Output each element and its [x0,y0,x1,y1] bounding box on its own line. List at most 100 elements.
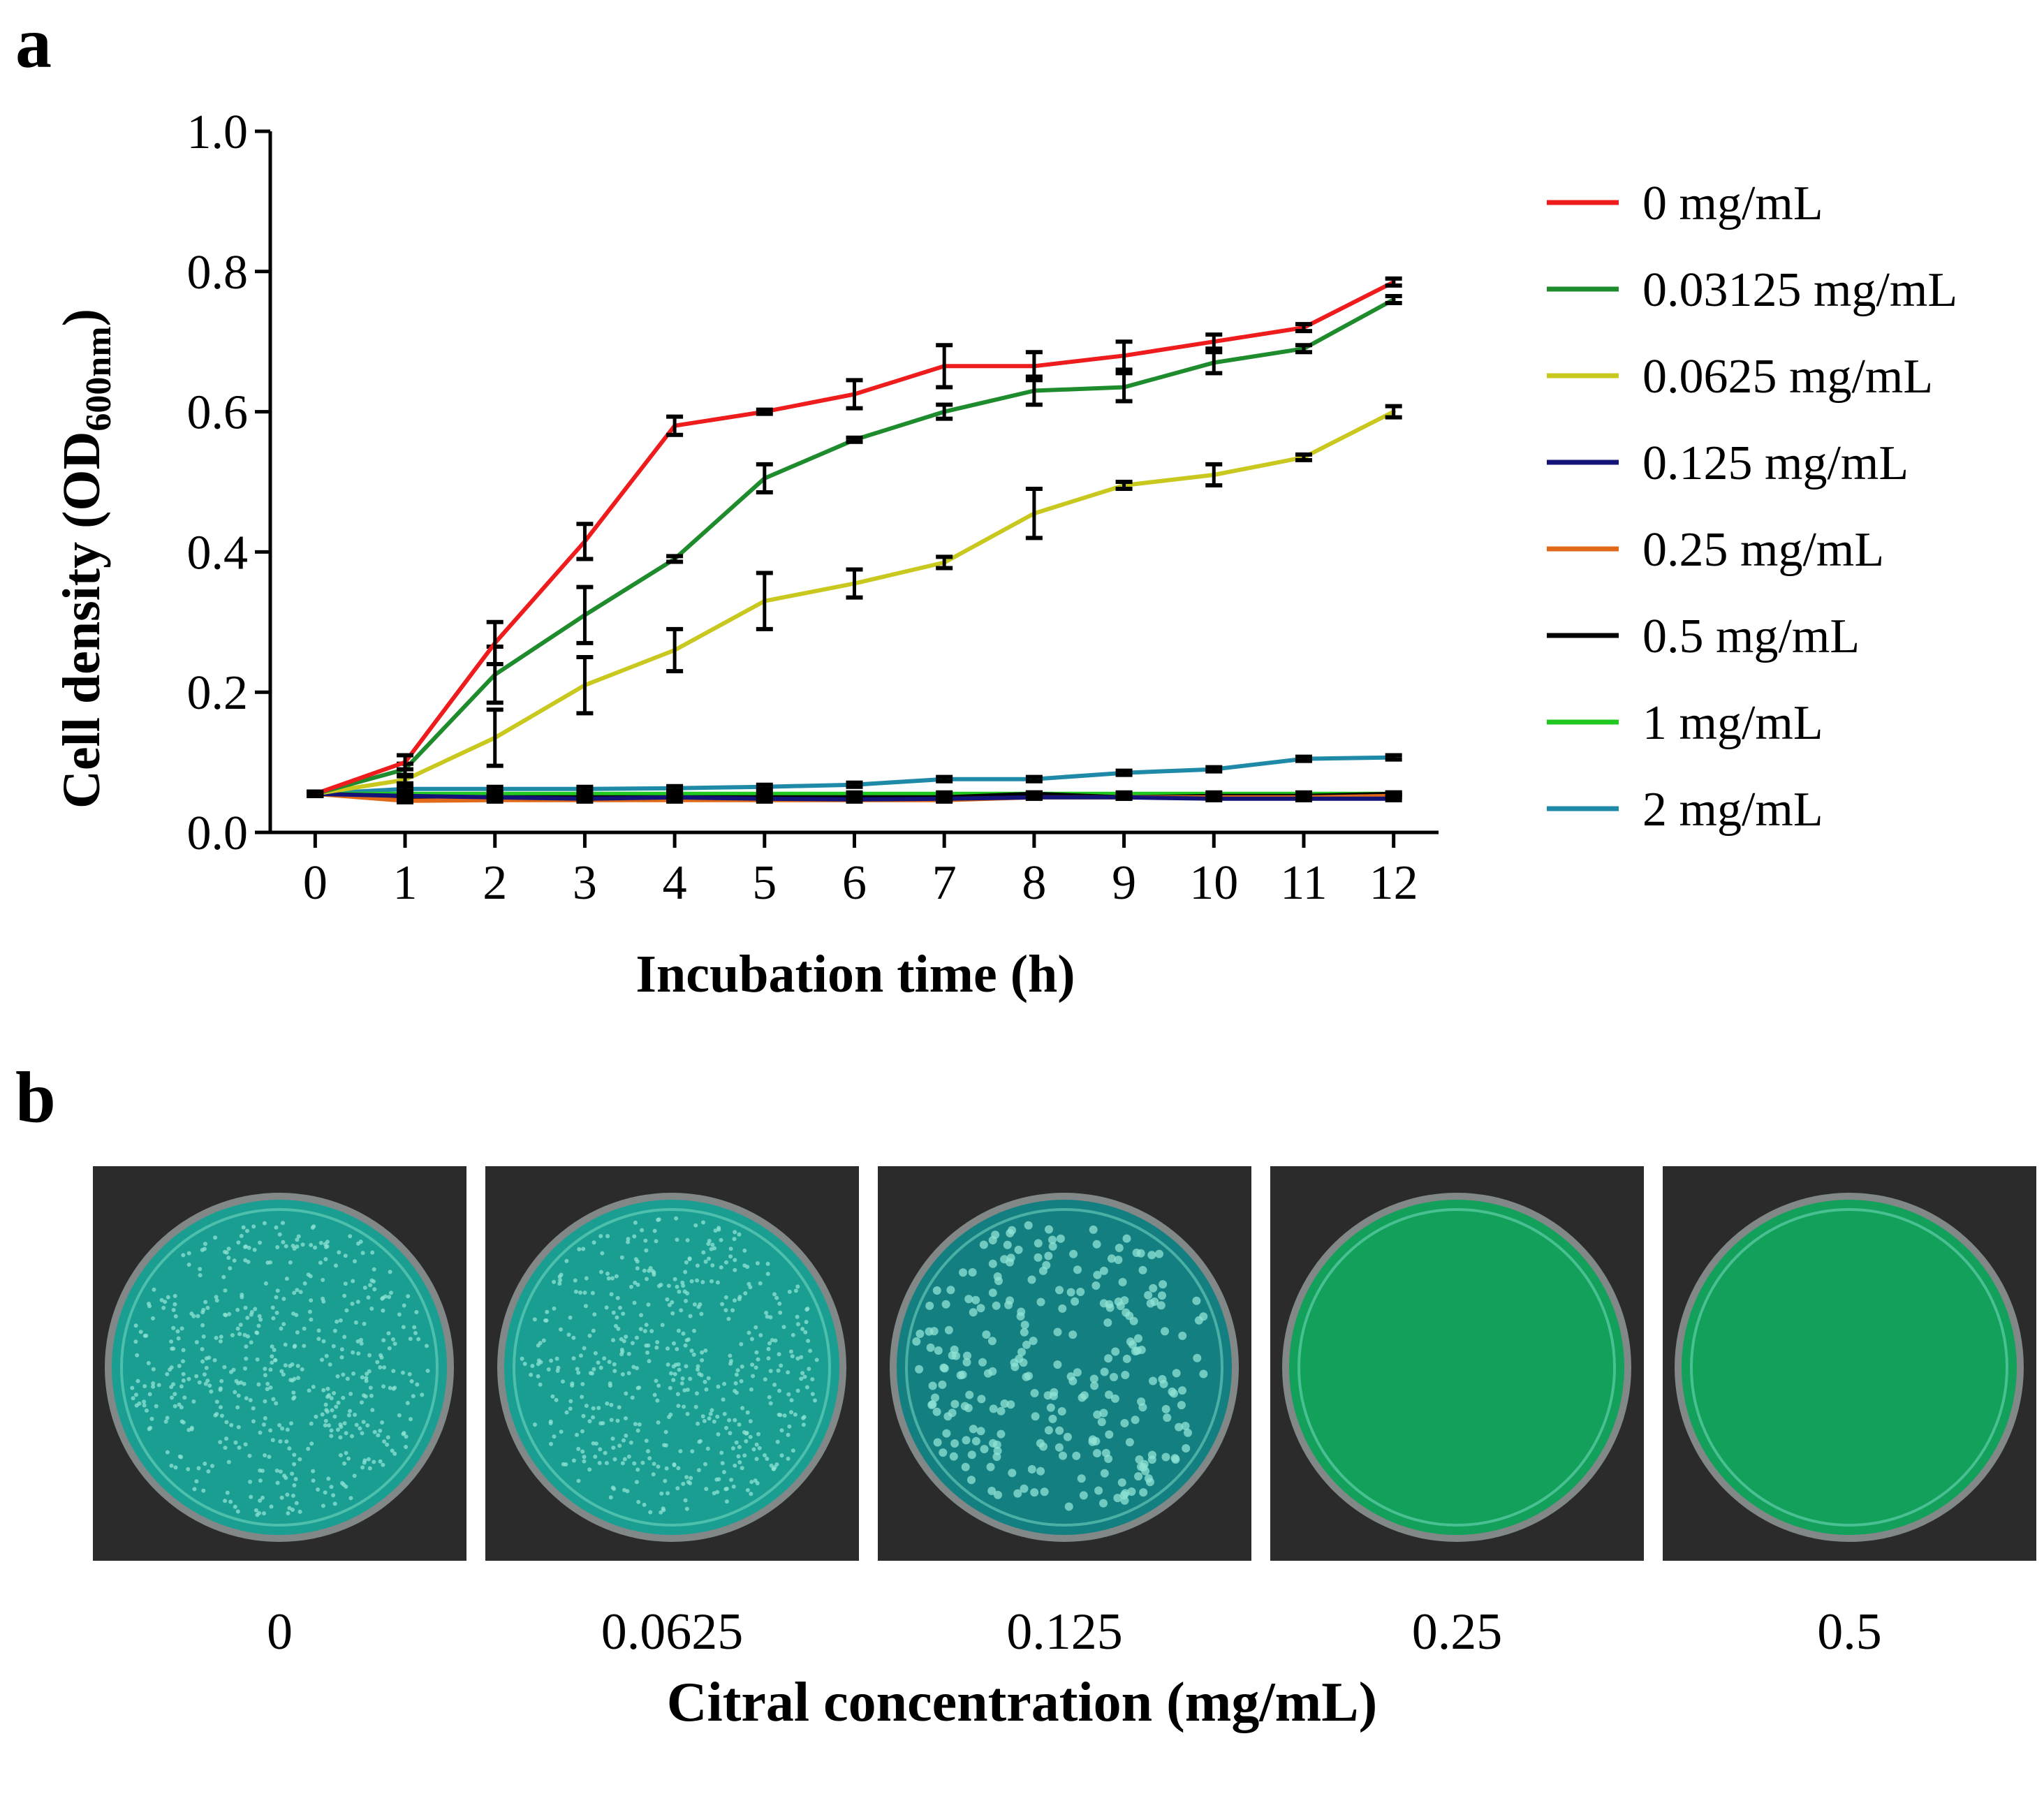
colony [676,1362,681,1367]
colony [368,1385,373,1390]
colony [795,1356,800,1361]
colony [207,1355,212,1360]
colony [591,1240,596,1245]
colony [338,1435,343,1440]
colony [262,1511,266,1516]
colony [578,1353,583,1358]
colony [707,1416,712,1421]
colony [285,1492,290,1497]
colony [668,1412,673,1417]
colony [724,1260,728,1265]
colony [200,1323,205,1328]
x-tick-label: 2 [483,856,507,910]
colony [689,1279,694,1284]
colony [672,1372,677,1376]
colony [768,1315,773,1320]
x-tick-label: 8 [1022,856,1046,910]
colony [710,1242,715,1247]
colony [1072,1451,1081,1460]
colony [720,1302,725,1307]
colony [265,1381,270,1386]
colony [988,1259,997,1268]
colony [716,1384,721,1389]
colony [707,1256,711,1261]
colony [698,1439,703,1443]
colony [712,1491,716,1496]
colony [372,1460,376,1464]
colony [646,1343,651,1348]
colony [309,1298,314,1303]
colony [766,1356,771,1361]
colony [163,1300,168,1304]
colony [557,1274,562,1279]
colony [721,1397,726,1402]
colony [1177,1401,1186,1410]
colony [758,1281,763,1286]
colony [324,1244,328,1249]
colony [727,1418,732,1422]
colony [633,1422,638,1427]
colony [412,1325,417,1330]
colony [763,1453,767,1457]
colony [633,1220,638,1225]
colony [408,1337,413,1341]
colony [616,1326,621,1331]
colony [329,1485,334,1490]
colony [582,1455,587,1460]
colony [1101,1448,1110,1457]
colony [636,1499,641,1504]
colony [963,1351,971,1360]
colony [642,1329,647,1334]
colony [181,1348,186,1353]
colony [263,1453,267,1457]
colony [142,1384,147,1388]
colony [740,1466,744,1471]
colony [281,1240,286,1244]
colony [1024,1372,1033,1381]
colony [228,1499,233,1504]
colony [964,1295,973,1304]
colony [294,1501,299,1506]
colony [576,1370,581,1375]
colony [297,1509,302,1514]
colony [802,1415,807,1420]
colony [257,1314,262,1318]
colony [1172,1369,1181,1378]
colony [181,1359,185,1364]
colony [200,1359,205,1364]
colony [1049,1392,1058,1400]
colony [1048,1414,1057,1423]
growth-curve-chart: 0.00.20.40.60.81.00 1 2 3 4 5 6 7 8 9 10 11 12 Incub… [52,105,1957,1003]
colony [285,1427,290,1432]
colony [552,1279,557,1284]
colony [1066,1288,1075,1297]
colony [1055,1426,1064,1435]
colony [932,1407,941,1416]
colony [232,1258,237,1263]
colony [663,1429,668,1434]
colony [713,1228,718,1233]
colony [411,1394,416,1399]
colony [409,1417,413,1422]
colony [629,1284,633,1289]
colony [944,1325,953,1335]
colony [335,1374,340,1378]
colony [300,1367,304,1372]
colony [387,1346,392,1351]
colony [267,1455,272,1460]
colony [578,1291,582,1295]
plate-photo [1270,1166,1644,1561]
colony [270,1305,275,1310]
colony [223,1446,228,1450]
colony [648,1510,653,1515]
colony [777,1388,781,1393]
colony [209,1389,214,1394]
colony [311,1469,316,1473]
colony [912,1337,921,1346]
colony [323,1418,328,1423]
colony [747,1330,751,1335]
colony [716,1432,721,1436]
colony [1017,1348,1026,1357]
legend-label: 1 mg/mL [1642,696,1823,750]
colony [370,1408,375,1413]
